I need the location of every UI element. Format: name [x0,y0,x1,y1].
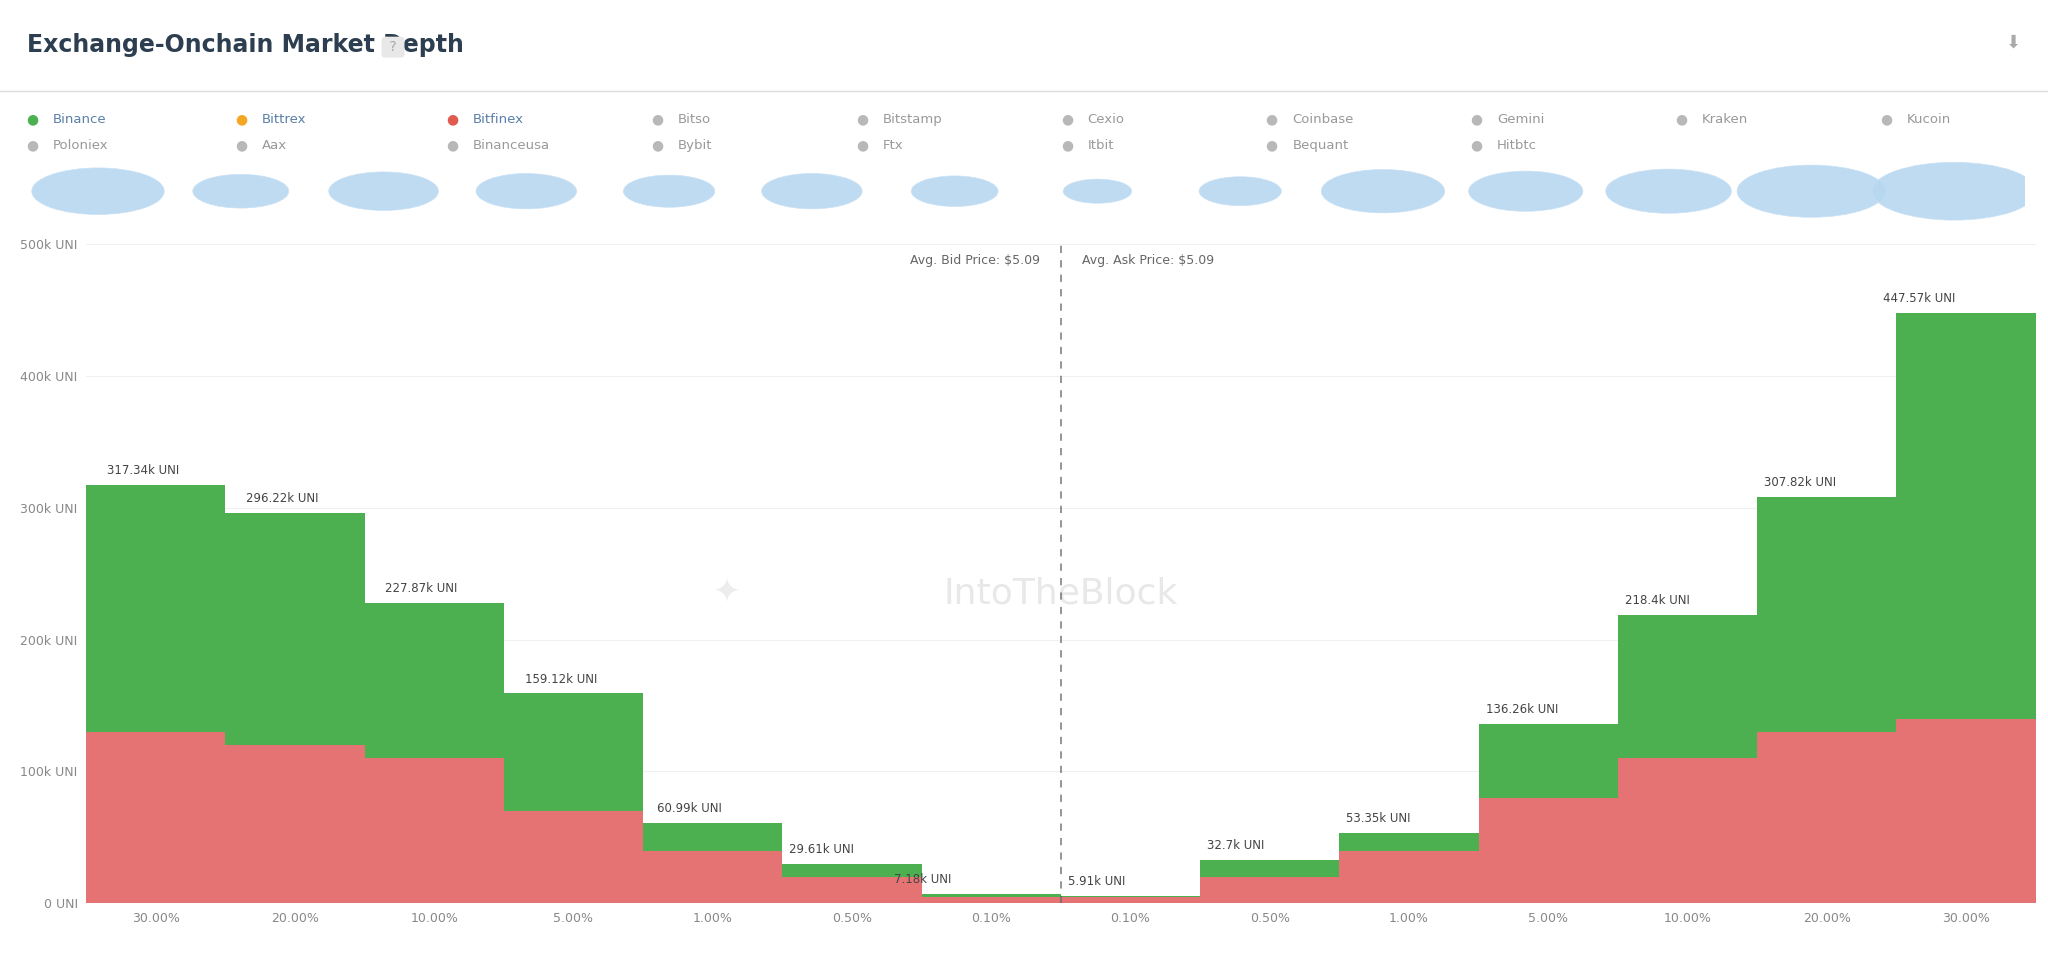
Text: ●: ● [446,113,459,126]
Ellipse shape [1198,177,1282,206]
Text: ✦: ✦ [713,576,741,610]
Text: ●: ● [651,113,664,126]
Text: Bequant: Bequant [1292,139,1348,152]
Text: ●: ● [236,139,248,152]
Text: 317.34k UNI: 317.34k UNI [106,464,178,477]
Ellipse shape [911,176,997,206]
Text: Exchange-Onchain Market Depth: Exchange-Onchain Market Depth [27,33,463,57]
Text: Bitso: Bitso [678,113,711,126]
Text: Bybit: Bybit [678,139,713,152]
Text: 218.4k UNI: 218.4k UNI [1624,595,1690,607]
Ellipse shape [475,174,578,208]
Text: ●: ● [1880,113,1892,126]
Text: ●: ● [236,113,248,126]
Text: ●: ● [1266,113,1278,126]
Text: Cexio: Cexio [1087,113,1124,126]
Text: Itbit: Itbit [1087,139,1114,152]
Text: ●: ● [1061,113,1073,126]
Text: ●: ● [1266,139,1278,152]
Text: 136.26k UNI: 136.26k UNI [1485,703,1559,716]
Text: Bitfinex: Bitfinex [473,113,524,126]
Text: Avg. Ask Price: $5.09: Avg. Ask Price: $5.09 [1081,254,1214,268]
Text: Hitbtc: Hitbtc [1497,139,1538,152]
Ellipse shape [762,174,862,208]
Text: Kucoin: Kucoin [1907,113,1952,126]
Ellipse shape [330,172,438,210]
Text: Coinbase: Coinbase [1292,113,1354,126]
Ellipse shape [33,168,164,214]
Ellipse shape [1872,163,2036,220]
Ellipse shape [193,174,289,208]
Ellipse shape [1321,169,1444,213]
Text: 60.99k UNI: 60.99k UNI [657,802,721,815]
Text: 447.57k UNI: 447.57k UNI [1882,292,1956,305]
Text: Avg. Bid Price: $5.09: Avg. Bid Price: $5.09 [909,254,1040,268]
Text: ●: ● [856,113,868,126]
Text: ●: ● [1061,139,1073,152]
Text: Bitstamp: Bitstamp [883,113,942,126]
Text: ●: ● [1675,113,1688,126]
Ellipse shape [1606,169,1731,213]
Text: Aax: Aax [262,139,287,152]
Ellipse shape [1063,179,1133,204]
Text: ●: ● [1470,139,1483,152]
Text: 29.61k UNI: 29.61k UNI [788,843,854,857]
Text: Kraken: Kraken [1702,113,1749,126]
Text: 7.18k UNI: 7.18k UNI [893,873,950,886]
Text: ●: ● [27,113,39,126]
Text: ●: ● [1470,113,1483,126]
Ellipse shape [1468,171,1583,211]
Text: Poloniex: Poloniex [53,139,109,152]
Text: ●: ● [856,139,868,152]
Text: IntoTheBlock: IntoTheBlock [944,576,1178,610]
Ellipse shape [1737,165,1886,217]
Text: Ftx: Ftx [883,139,903,152]
Text: 32.7k UNI: 32.7k UNI [1206,839,1264,853]
Text: Binanceusa: Binanceusa [473,139,551,152]
Text: ?: ? [385,40,401,54]
Text: Gemini: Gemini [1497,113,1544,126]
Text: ⬇: ⬇ [2007,33,2021,52]
Text: 296.22k UNI: 296.22k UNI [246,491,319,505]
Text: ●: ● [446,139,459,152]
Text: 307.82k UNI: 307.82k UNI [1763,476,1837,489]
Text: 53.35k UNI: 53.35k UNI [1346,812,1411,825]
Text: Binance: Binance [53,113,106,126]
Ellipse shape [623,175,715,207]
Text: ●: ● [27,139,39,152]
Text: Bittrex: Bittrex [262,113,307,126]
Text: 159.12k UNI: 159.12k UNI [524,673,598,685]
Text: ●: ● [651,139,664,152]
Text: 227.87k UNI: 227.87k UNI [385,582,459,595]
Text: 5.91k UNI: 5.91k UNI [1067,875,1124,888]
